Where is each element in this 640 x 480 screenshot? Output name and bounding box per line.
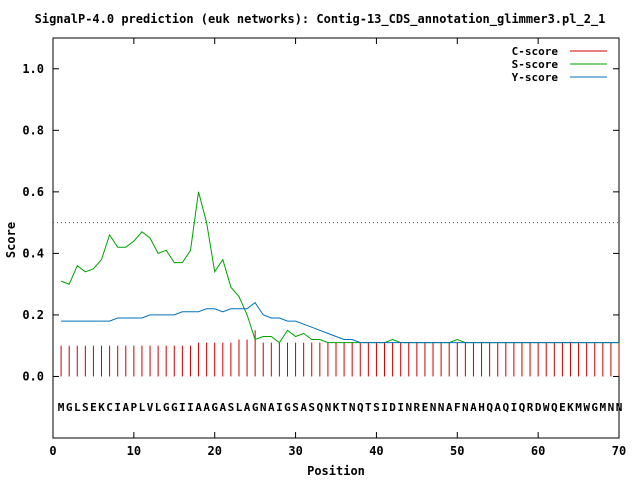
sequence-letter: S	[292, 401, 299, 414]
sequence-letter: N	[405, 401, 412, 414]
sequence-letter: M	[600, 401, 607, 414]
sequence-letter: Q	[357, 401, 364, 414]
sequence-letter: D	[535, 401, 542, 414]
y-score-line	[61, 301, 619, 344]
sequence-letter: G	[284, 401, 291, 414]
sequence-letter: N	[616, 401, 623, 414]
sequence-letter: G	[171, 401, 178, 414]
sequence-letter: V	[147, 401, 154, 414]
sequence-letter: R	[527, 401, 534, 414]
sequence-letter: G	[211, 401, 218, 414]
sequence-letter: A	[195, 401, 202, 414]
sequence-letter: S	[82, 401, 89, 414]
sequence-letter: W	[543, 401, 550, 414]
sequence-letter: A	[470, 401, 477, 414]
sequence-letter: Q	[502, 401, 509, 414]
sequence-letter: N	[325, 401, 332, 414]
sequence-letter: Q	[551, 401, 558, 414]
sequence-letter: N	[608, 401, 615, 414]
chart-title: SignalP-4.0 prediction (euk networks): C…	[35, 12, 606, 27]
sequence-letter: M	[58, 401, 65, 414]
sequence-letter: N	[349, 401, 356, 414]
sequence-letter: G	[252, 401, 259, 414]
sequence-letter: G	[163, 401, 170, 414]
plot-area: 0.00.20.40.60.81.00 10 20 30 40 50 60 70M G L S E K C…	[22, 37, 626, 458]
sequence-letter: M	[575, 401, 582, 414]
sequence-letter: K	[567, 401, 574, 414]
sequence-letter: N	[260, 401, 267, 414]
sequence-letter: G	[591, 401, 598, 414]
x-tick-label: 10	[127, 444, 141, 458]
legend-label: S-score	[512, 58, 559, 71]
sequence-letter: A	[494, 401, 501, 414]
sequence-letter: K	[98, 401, 105, 414]
sequence-letter: A	[446, 401, 453, 414]
sequence-letter: I	[511, 401, 518, 414]
legend-label: Y-score	[512, 71, 559, 84]
sequence-letter: I	[187, 401, 194, 414]
sequence-letter: A	[244, 401, 251, 414]
sequence-letter: T	[365, 401, 372, 414]
sequence-letter: W	[583, 401, 590, 414]
x-axis-label: Position	[307, 464, 365, 478]
sequence-letter: A	[300, 401, 307, 414]
x-tick-label: 30	[288, 444, 302, 458]
x-tick-label: 70	[612, 444, 626, 458]
x-tick-label: 40	[369, 444, 383, 458]
x-tick-label: 0	[49, 444, 56, 458]
x-tick-label: 60	[531, 444, 545, 458]
plot-frame	[52, 37, 620, 439]
sequence-letter: S	[373, 401, 380, 414]
sequence-letter: L	[139, 401, 146, 414]
sequence-letter: P	[131, 401, 138, 414]
sequence-letter: N	[430, 401, 437, 414]
y-axis-label: Score	[4, 222, 18, 258]
sequence-letter: N	[462, 401, 469, 414]
sequence-letter: A	[268, 401, 275, 414]
sequence-letter: G	[66, 401, 73, 414]
y-tick-label: 0.0	[22, 369, 44, 383]
s-score-line	[60, 191, 619, 344]
sequence-letter: I	[381, 401, 388, 414]
sequence-letter: S	[308, 401, 315, 414]
sequence-letter: A	[219, 401, 226, 414]
y-tick-label: 1.0	[22, 62, 44, 76]
y-tick-label: 0.8	[22, 123, 44, 137]
sequence-letter: D	[389, 401, 396, 414]
sequence-letter: L	[155, 401, 162, 414]
sequence-letter: C	[106, 401, 113, 414]
sequence-letter: I	[114, 401, 121, 414]
sequence-letter: S	[228, 401, 235, 414]
sequence-letter: H	[478, 401, 485, 414]
sequence-letter: I	[179, 401, 186, 414]
sequence-letter: Q	[519, 401, 526, 414]
x-tick-label: 20	[207, 444, 221, 458]
sequence-letter: A	[203, 401, 210, 414]
sequence-letter: I	[276, 401, 283, 414]
sequence-letter: E	[422, 401, 429, 414]
y-tick-label: 0.4	[22, 246, 44, 260]
sequence-letter: I	[397, 401, 404, 414]
y-tick-label: 0.2	[22, 308, 44, 322]
sequence-letter: F	[454, 401, 461, 414]
sequence-letter: R	[414, 401, 421, 414]
sequence-letter: E	[90, 401, 97, 414]
sequence-letter: E	[559, 401, 566, 414]
sequence-letter: N	[438, 401, 445, 414]
legend-label: C-score	[512, 45, 559, 58]
sequence-letter: T	[341, 401, 348, 414]
sequence-letter: K	[333, 401, 340, 414]
y-tick-label: 0.6	[22, 185, 44, 199]
sequence-letter: A	[122, 401, 129, 414]
sequence-letter: Q	[317, 401, 324, 414]
sequence-letter: L	[236, 401, 243, 414]
sequence-letter: Q	[486, 401, 493, 414]
x-tick-label: 50	[450, 444, 464, 458]
sequence-letter: L	[74, 401, 81, 414]
